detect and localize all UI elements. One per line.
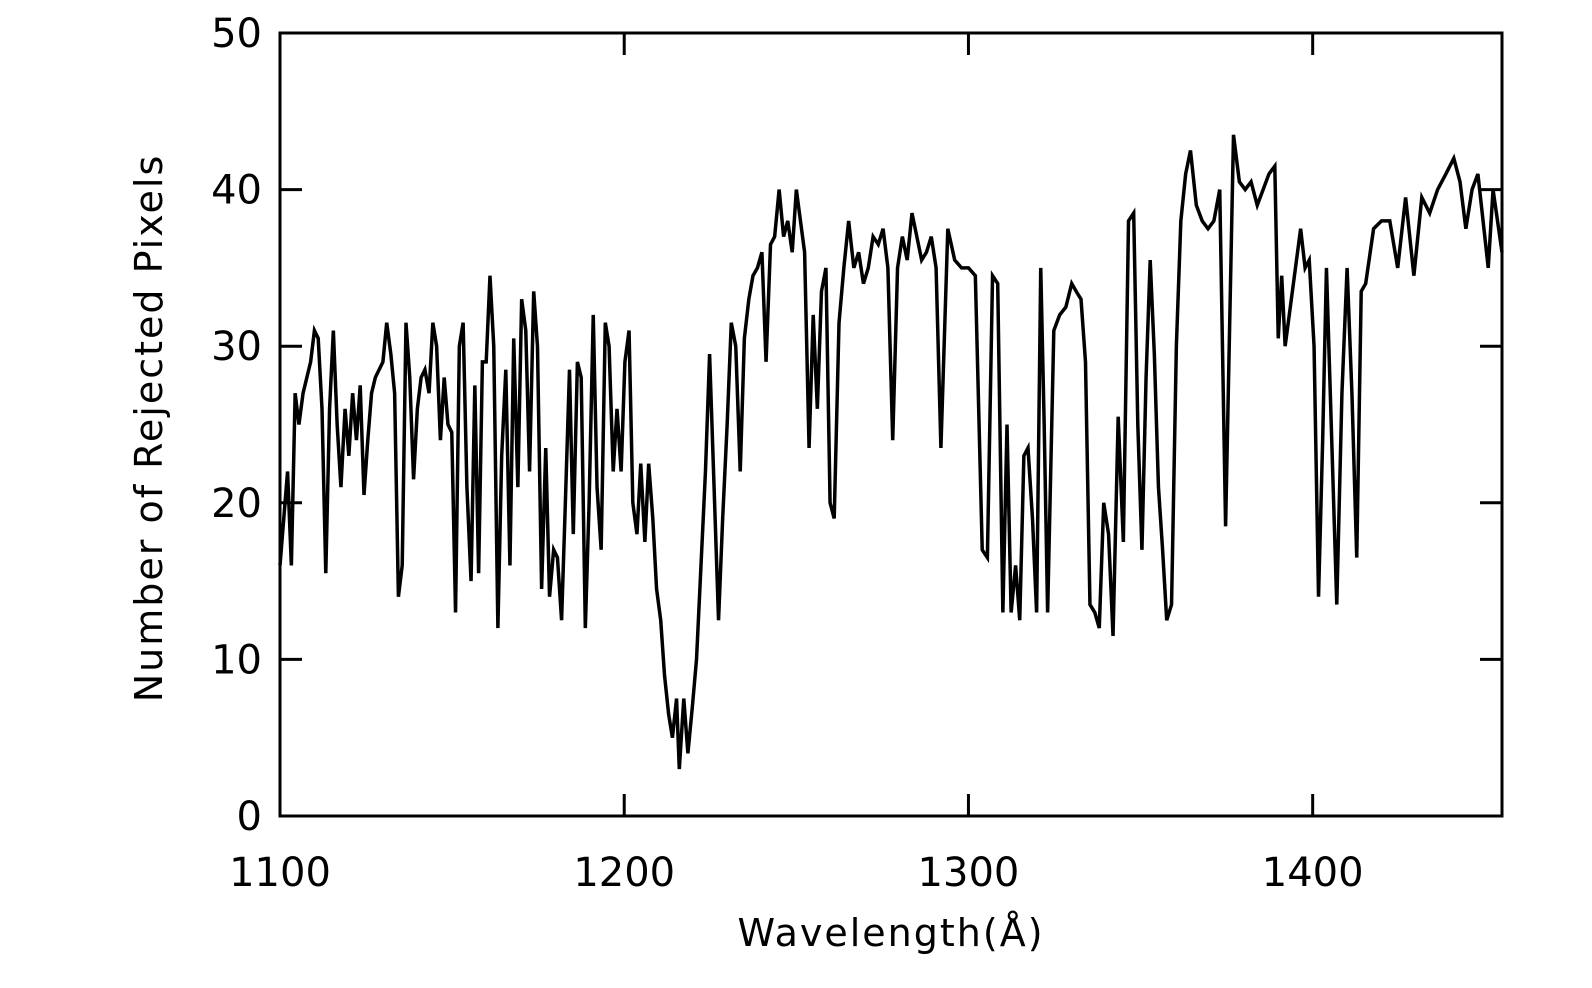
x-tick-label: 1100 bbox=[229, 850, 331, 896]
x-axis-label: Wavelength(Å) bbox=[737, 911, 1044, 955]
y-tick-label: 30 bbox=[211, 324, 262, 370]
y-axis-label: Number of Rejected Pixels bbox=[127, 154, 171, 703]
x-tick-label: 1400 bbox=[1262, 850, 1364, 896]
y-tick-label: 20 bbox=[211, 481, 262, 527]
y-tick-label: 0 bbox=[237, 794, 262, 840]
plot-frame bbox=[278, 31, 1504, 818]
y-tick-label: 10 bbox=[211, 637, 262, 683]
x-tick-label: 1200 bbox=[573, 850, 675, 896]
data-line bbox=[278, 134, 1504, 770]
y-tick-label: 40 bbox=[211, 168, 262, 214]
x-tick-label: 1300 bbox=[918, 850, 1020, 896]
y-tick-label: 50 bbox=[211, 11, 262, 57]
